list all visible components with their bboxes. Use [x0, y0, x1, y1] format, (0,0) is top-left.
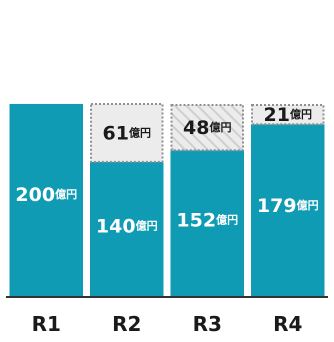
category-label-r1: R1 — [32, 312, 61, 336]
category-label-r2: R2 — [112, 312, 141, 336]
value-label-base-r1: 200億円 — [15, 183, 77, 205]
category-label-r4: R4 — [273, 312, 302, 336]
bar-base-r3 — [170, 150, 244, 297]
bar-increase-r3 — [170, 103, 244, 152]
bar-base-r2 — [90, 161, 164, 297]
bar-base-r1 — [9, 103, 83, 298]
bar-increase-r2 — [90, 102, 164, 163]
bar-base-r4 — [251, 124, 325, 297]
value-label-base-r2: 140億円 — [96, 215, 158, 237]
value-label-increase-r3: 48億円 — [183, 117, 231, 139]
category-label-r3: R3 — [193, 312, 222, 336]
value-label-base-r4: 179億円 — [257, 194, 319, 216]
bar-increase-r4 — [251, 103, 325, 126]
value-label-base-r3: 152億円 — [176, 209, 238, 231]
value-label-increase-r2: 61億円 — [103, 122, 151, 144]
value-label-increase-r4: 21億円 — [264, 104, 312, 126]
